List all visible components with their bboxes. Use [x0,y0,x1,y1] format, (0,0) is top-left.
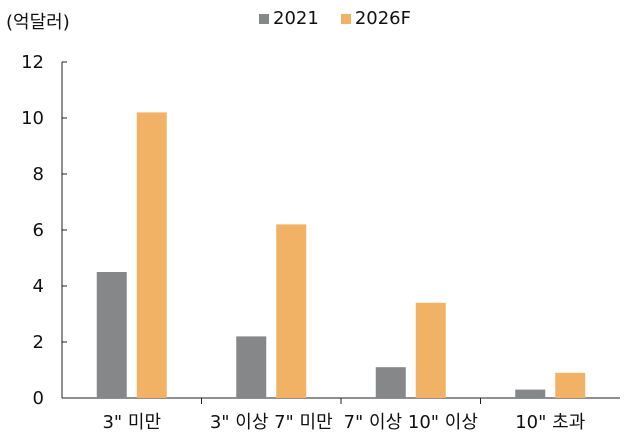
bar-2026f-3 [415,302,446,398]
bar-2021-2 [236,336,267,398]
bar-2021-3 [375,367,406,398]
y-axis-unit-label: (억달러) [6,12,70,33]
y-tick-label: 10 [21,108,44,129]
x-tick-label: 3" 미만 [102,412,161,433]
bar-2026f-1 [136,112,167,399]
bar-2026f-2 [276,224,307,398]
legend-item-2026f: 2026F [340,8,411,29]
bar-2026f-4 [555,372,586,398]
y-tick-label: 0 [33,388,44,409]
legend-swatch-2026f [340,13,351,24]
y-tick-label: 8 [33,164,44,185]
legend-label-2026f: 2026F [354,8,411,29]
y-tick-label: 2 [33,332,44,353]
legend-item-2021: 2021 [259,8,319,29]
y-tick-label: 4 [33,276,44,297]
legend-swatch-2021 [259,13,269,24]
y-tick-label: 12 [21,52,44,73]
bar-2021-4 [515,389,546,398]
legend: 2021 2026F [259,8,433,29]
y-tick-label: 6 [33,220,44,241]
x-tick-label: 7" 이상 10" 이상 [344,412,478,433]
x-tick-label: 10" 초과 [515,412,585,433]
x-tick-label: 3" 이상 7" 미만 [210,412,333,433]
bar-2021-1 [96,272,127,398]
legend-label-2021: 2021 [273,8,319,29]
